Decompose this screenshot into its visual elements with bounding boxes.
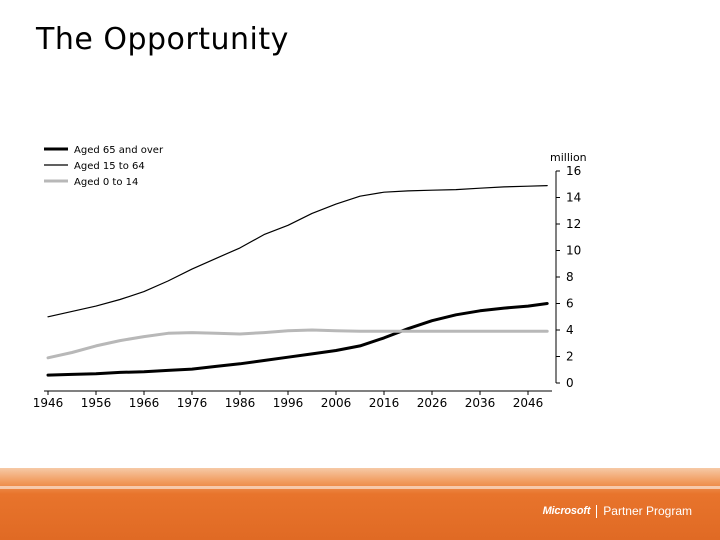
y-tick-label: 6 <box>566 297 574 311</box>
x-tick-label: 2026 <box>417 396 448 410</box>
chart-legend: Aged 65 and over Aged 15 to 64 Aged 0 to 1… <box>44 145 164 188</box>
brand-program: Partner Program <box>603 504 692 518</box>
legend-label-1: Aged 15 to 64 <box>74 161 145 172</box>
x-tick-label: 1956 <box>81 396 112 410</box>
legend-label-2: Aged 0 to 14 <box>74 177 138 188</box>
brand-name: Microsoft <box>542 505 591 517</box>
y-tick-label: 14 <box>566 191 581 205</box>
x-tick-label: 2016 <box>369 396 400 410</box>
legend-label-0: Aged 65 and over <box>74 145 164 156</box>
slide-title: The Opportunity <box>36 22 289 57</box>
y-axis-unit-label: million <box>550 151 587 164</box>
footer-stripe <box>0 486 720 489</box>
x-tick-label: 1996 <box>273 396 304 410</box>
y-tick-label: 8 <box>566 270 574 284</box>
y-tick-label: 0 <box>566 376 574 390</box>
series-line-0 <box>46 302 549 377</box>
series-line-2 <box>46 328 549 360</box>
population-line-chart: Aged 65 and over Aged 15 to 64 Aged 0 to 1… <box>33 145 587 410</box>
x-tick-label: 1966 <box>129 396 160 410</box>
x-tick-label: 2036 <box>465 396 496 410</box>
y-tick-label: 12 <box>566 217 581 231</box>
y-tick-label: 10 <box>566 244 581 258</box>
brand-divider <box>596 504 598 518</box>
x-tick-label: 1946 <box>33 396 64 410</box>
footer-band: Microsoft Partner Program <box>0 468 720 540</box>
chart-series <box>46 185 549 377</box>
series-line-1 <box>47 185 548 318</box>
x-tick-label: 2046 <box>513 396 544 410</box>
x-tick-label: 1976 <box>177 396 208 410</box>
y-tick-label: 16 <box>566 164 581 178</box>
x-tick-label: 1986 <box>225 396 256 410</box>
x-tick-label: 2006 <box>321 396 352 410</box>
y-tick-label: 4 <box>566 323 574 337</box>
brand-logo: Microsoft Partner Program <box>543 504 692 518</box>
y-tick-label: 2 <box>566 350 574 364</box>
